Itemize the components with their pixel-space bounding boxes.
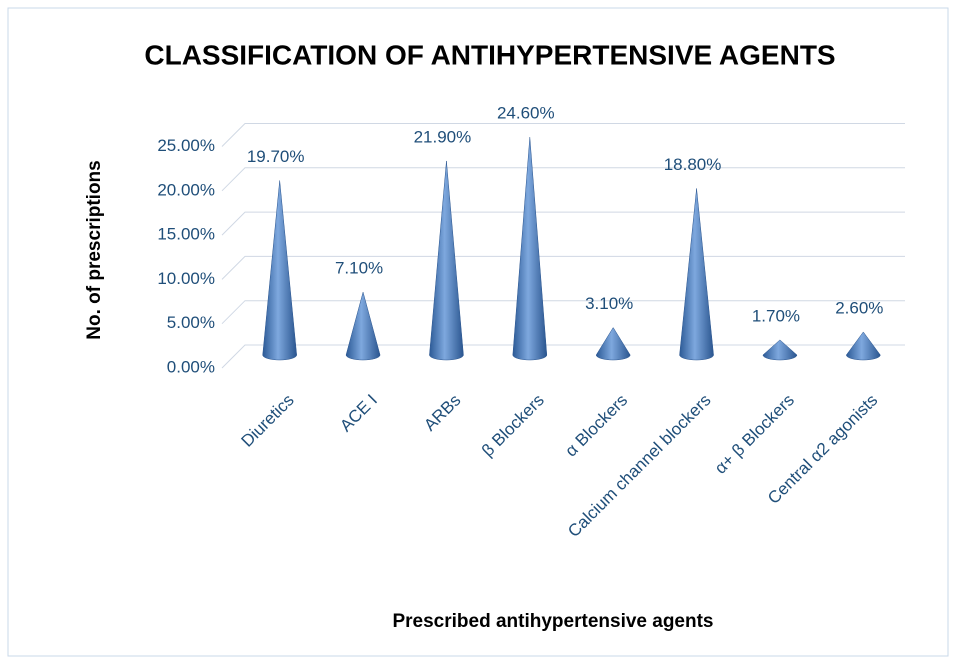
value-label: 24.60%	[497, 104, 555, 123]
grid-line	[221, 167, 905, 192]
cone	[762, 339, 798, 361]
cone	[262, 180, 297, 361]
cone	[679, 188, 714, 361]
value-label: 18.80%	[664, 155, 722, 174]
value-label: 2.60%	[835, 298, 883, 317]
value-label: 1.70%	[752, 306, 800, 325]
cone	[512, 137, 548, 361]
x-axis-title: Prescribed antihypertensive agents	[392, 611, 713, 632]
cone	[345, 291, 381, 361]
y-tick-label: 5.00%	[167, 313, 215, 332]
y-tick-label: 10.00%	[157, 269, 215, 288]
y-tick-label: 15.00%	[157, 225, 215, 244]
chart-frame	[7, 7, 949, 657]
value-label: 7.10%	[335, 259, 383, 278]
cone	[429, 160, 464, 361]
grid-line	[221, 255, 905, 280]
y-tick-label: 20.00%	[157, 180, 215, 199]
grid-line	[221, 211, 905, 236]
value-label: 3.10%	[585, 294, 633, 313]
cone	[846, 331, 881, 361]
cone	[595, 327, 631, 361]
chart-title: CLASSIFICATION OF ANTIHYPERTENSIVE AGENT…	[144, 39, 835, 70]
value-label: 19.70%	[247, 147, 305, 166]
y-axis-title: No. of prescriptions	[84, 160, 105, 339]
y-tick-label: 25.00%	[157, 136, 215, 155]
value-label: 21.90%	[414, 127, 472, 146]
y-tick-label: 0.00%	[167, 357, 215, 376]
grid-line	[221, 123, 905, 147]
